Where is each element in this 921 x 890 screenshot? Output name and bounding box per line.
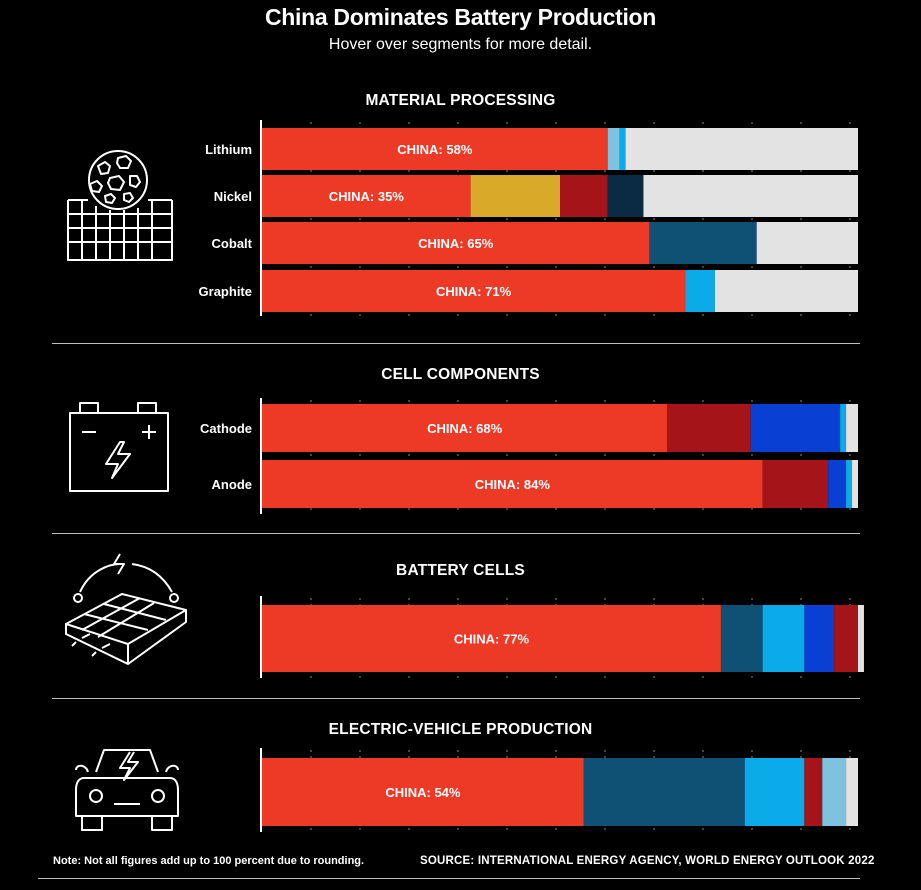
bar-segment-china <box>262 404 668 452</box>
china-share-label: CHINA: 68% <box>427 421 503 436</box>
bar-segment <box>667 404 751 452</box>
bar-segment <box>720 605 763 672</box>
section-title-cell-components: CELL COMPONENTS <box>381 366 540 383</box>
bar-segment <box>804 605 835 672</box>
bar-segment-china <box>262 128 608 170</box>
bar-segment <box>762 605 805 672</box>
section-title-material-processing: MATERIAL PROCESSING <box>365 92 556 109</box>
bar-segment <box>840 404 847 452</box>
bar-segment <box>643 175 858 217</box>
bar-segment-china <box>262 175 471 217</box>
bar-segment <box>846 404 858 452</box>
china-share-label: CHINA: 71% <box>436 284 512 299</box>
bar-segment <box>846 460 853 508</box>
china-share-label: CHINA: 77% <box>454 632 530 647</box>
bar-segment <box>744 758 805 826</box>
bar-segment <box>560 175 608 217</box>
bar-segment <box>607 128 620 170</box>
row-label: Anode <box>212 477 252 492</box>
row-label: Lithium <box>205 142 252 157</box>
section-divider <box>52 533 860 534</box>
globe-ore-icon <box>67 150 173 261</box>
bar-segment-china <box>262 460 763 508</box>
bar-segment <box>762 460 829 508</box>
china-share-label: CHINA: 84% <box>475 477 551 492</box>
bar-segment <box>619 128 626 170</box>
bar-segment-china <box>262 605 721 672</box>
chart-title: China Dominates Battery Production <box>264 4 657 30</box>
bar-segment <box>714 270 858 312</box>
footer-rule <box>38 878 860 879</box>
car-battery-icon <box>69 402 169 492</box>
section-divider <box>52 343 860 344</box>
china-share-label: CHINA: 54% <box>385 785 461 800</box>
bar-segment <box>625 128 858 170</box>
bar-segment <box>828 460 847 508</box>
china-share-label: CHINA: 35% <box>329 189 405 204</box>
bar-segment <box>649 222 757 264</box>
bar-segment <box>583 758 745 826</box>
bar-segment <box>846 758 858 826</box>
row-label: Graphite <box>199 284 252 299</box>
bar-segment <box>750 404 841 452</box>
section-title-battery-cells: BATTERY CELLS <box>396 562 525 579</box>
electric-car-icon <box>75 749 179 831</box>
bar-segment <box>852 460 858 508</box>
row-label: Cobalt <box>212 236 253 251</box>
section-divider <box>52 698 860 699</box>
bar-segment <box>685 270 715 312</box>
bar-segment-china <box>262 222 650 264</box>
bar-segment <box>804 758 823 826</box>
bar-segment-china <box>262 758 584 826</box>
bar-segment <box>822 758 847 826</box>
row-label: Nickel <box>214 189 252 204</box>
section-title-ev-production: ELECTRIC-VEHICLE PRODUCTION <box>328 721 593 738</box>
bar-segment <box>858 605 864 672</box>
china-share-label: CHINA: 58% <box>397 142 473 157</box>
chart-subtitle: Hover over segments for more detail. <box>328 36 593 53</box>
china-share-label: CHINA: 65% <box>418 236 494 251</box>
bar-segment-china <box>262 270 686 312</box>
source-credit: SOURCE: INTERNATIONAL ENERGY AGENCY, WOR… <box>420 855 875 867</box>
footnote: Note: Not all figures add up to 100 perc… <box>53 855 365 867</box>
row-label: Cathode <box>200 421 252 436</box>
battery-cells-icon <box>65 553 187 665</box>
bar-segment <box>607 175 644 217</box>
bar-segment <box>470 175 560 217</box>
bar-segment <box>834 605 858 672</box>
bar-segment <box>756 222 858 264</box>
